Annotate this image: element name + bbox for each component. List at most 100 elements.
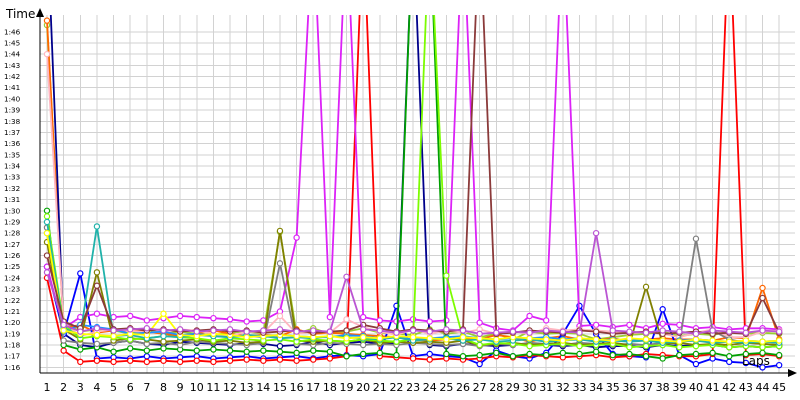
data-point bbox=[376, 317, 383, 324]
data-point bbox=[210, 358, 217, 366]
data-point bbox=[676, 351, 683, 359]
data-point bbox=[726, 338, 733, 345]
data-point bbox=[692, 235, 700, 242]
data-point bbox=[692, 330, 700, 338]
data-point bbox=[592, 328, 600, 335]
data-point bbox=[726, 328, 733, 335]
data-point bbox=[160, 338, 167, 345]
y-tick-label: 1:44 bbox=[4, 50, 21, 59]
x-tick-label: 35 bbox=[606, 381, 620, 394]
data-point bbox=[476, 351, 483, 359]
data-point bbox=[60, 321, 67, 329]
data-point bbox=[160, 310, 167, 317]
data-point bbox=[376, 349, 383, 357]
data-point bbox=[60, 347, 67, 354]
data-point bbox=[343, 316, 350, 323]
data-point bbox=[493, 329, 500, 336]
data-point bbox=[775, 351, 783, 359]
data-point bbox=[659, 355, 666, 362]
y-tick-label: 1:29 bbox=[4, 217, 21, 226]
data-point bbox=[126, 326, 134, 333]
data-point bbox=[93, 331, 101, 339]
data-point bbox=[243, 348, 250, 355]
data-point bbox=[726, 353, 733, 360]
data-point bbox=[659, 337, 666, 344]
x-tick-label: 20 bbox=[356, 381, 370, 394]
data-point bbox=[443, 336, 450, 343]
data-point bbox=[276, 312, 284, 320]
data-point bbox=[43, 252, 51, 259]
data-point bbox=[742, 337, 750, 344]
data-point bbox=[626, 335, 633, 342]
x-tick-label: 36 bbox=[622, 381, 636, 394]
y-tick-label: 1:37 bbox=[4, 128, 20, 137]
data-point bbox=[459, 334, 467, 341]
data-point bbox=[93, 310, 101, 317]
data-point bbox=[210, 314, 217, 322]
x-tick-label: 12 bbox=[223, 381, 237, 394]
y-tick-label: 1:31 bbox=[4, 195, 20, 204]
data-point bbox=[326, 348, 334, 355]
data-point bbox=[43, 218, 51, 226]
axes bbox=[36, 8, 797, 377]
data-point bbox=[526, 312, 533, 320]
data-point bbox=[543, 327, 550, 334]
data-point bbox=[576, 342, 583, 350]
data-point bbox=[775, 361, 783, 369]
x-tick-label: 30 bbox=[523, 381, 537, 394]
series-9 bbox=[43, 15, 783, 362]
data-point bbox=[526, 342, 533, 350]
tick-labels: 1:16 1:17 1:18 1:19 1:20 1:21 1:22 1:23 1:24 1:25… bbox=[4, 27, 786, 394]
x-tick-label: 8 bbox=[160, 381, 167, 394]
data-point bbox=[60, 337, 67, 344]
data-point bbox=[176, 312, 184, 320]
data-point bbox=[659, 306, 666, 313]
data-point bbox=[426, 335, 433, 342]
data-point bbox=[759, 344, 766, 351]
data-point bbox=[692, 342, 700, 350]
x-tick-label: 27 bbox=[473, 381, 487, 394]
x-tick-label: 26 bbox=[456, 381, 470, 394]
x-tick-label: 45 bbox=[772, 381, 786, 394]
data-point bbox=[676, 328, 683, 335]
data-point bbox=[709, 349, 716, 357]
data-point bbox=[93, 340, 101, 348]
data-point bbox=[43, 229, 51, 237]
y-tick-label: 1:16 bbox=[4, 363, 21, 372]
y-tick-label: 1:36 bbox=[4, 139, 21, 148]
data-point bbox=[709, 327, 716, 334]
data-point bbox=[226, 357, 234, 364]
x-tick-label: 24 bbox=[423, 381, 437, 394]
data-point bbox=[359, 350, 367, 358]
data-point bbox=[692, 350, 700, 358]
data-point bbox=[509, 353, 517, 360]
data-point bbox=[343, 327, 350, 334]
data-point bbox=[443, 326, 450, 333]
data-point bbox=[742, 350, 750, 358]
data-point bbox=[642, 329, 650, 336]
data-point bbox=[93, 223, 101, 230]
data-point bbox=[726, 344, 733, 351]
y-axis-label: Time bbox=[5, 7, 35, 21]
data-point bbox=[126, 345, 134, 352]
x-tick-label: 31 bbox=[539, 381, 553, 394]
data-point bbox=[260, 317, 267, 324]
data-point bbox=[592, 229, 600, 237]
data-point bbox=[293, 234, 300, 241]
data-point bbox=[393, 329, 400, 336]
x-tick-label: 37 bbox=[639, 381, 653, 394]
data-point bbox=[160, 327, 167, 334]
data-point bbox=[642, 342, 650, 350]
data-point bbox=[77, 270, 84, 277]
data-point bbox=[110, 327, 117, 334]
data-point bbox=[110, 358, 117, 366]
data-point bbox=[775, 337, 783, 344]
x-tick-label: 2 bbox=[60, 381, 67, 394]
data-point bbox=[143, 325, 151, 332]
data-point bbox=[709, 337, 716, 344]
y-tick-label: 1:20 bbox=[4, 318, 21, 327]
data-point bbox=[193, 357, 200, 364]
x-tick-label: 3 bbox=[77, 381, 84, 394]
data-point bbox=[543, 351, 550, 359]
data-point bbox=[143, 358, 151, 366]
